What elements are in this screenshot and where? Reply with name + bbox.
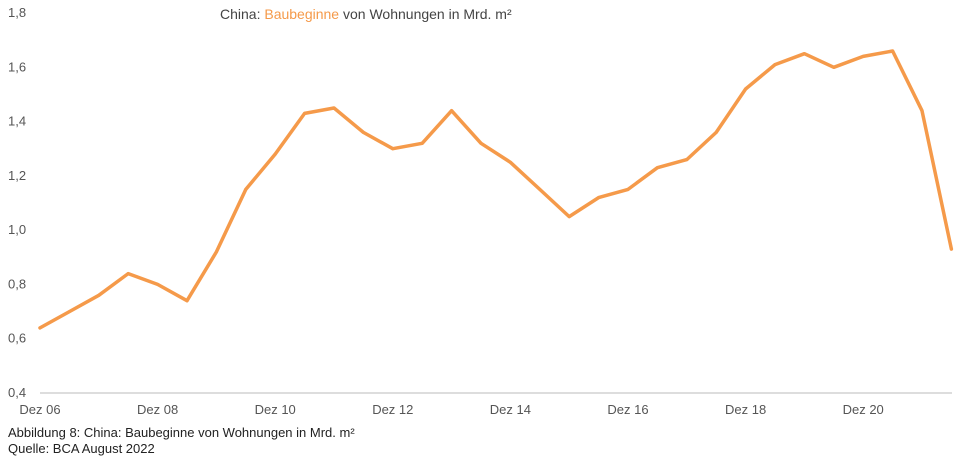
data-point <box>891 49 895 53</box>
data-point <box>244 187 248 191</box>
data-point <box>185 299 189 303</box>
y-tick-label: 1,6 <box>8 59 26 74</box>
data-point <box>126 272 130 276</box>
data-point <box>450 109 454 113</box>
data-point <box>773 63 777 67</box>
x-tick-label: Dez 20 <box>843 402 884 417</box>
data-point <box>361 130 365 134</box>
series-line <box>38 49 954 330</box>
chart-title: China: Baubeginne von Wohnungen in Mrd. … <box>220 6 512 22</box>
data-point <box>567 215 571 219</box>
data-point <box>420 141 424 145</box>
data-point <box>67 310 71 314</box>
x-tick-label: Dez 14 <box>490 402 531 417</box>
data-point <box>744 87 748 91</box>
data-point <box>685 158 689 162</box>
data-point <box>332 106 336 110</box>
x-tick-label: Dez 18 <box>725 402 766 417</box>
chart-title-highlight: Baubeginne <box>264 6 340 22</box>
x-tick-label: Dez 12 <box>372 402 413 417</box>
y-tick-label: 1,0 <box>8 222 26 237</box>
x-tick-label: Dez 10 <box>255 402 296 417</box>
data-point <box>861 54 865 58</box>
x-tick-label: Dez 16 <box>607 402 648 417</box>
data-point <box>156 282 160 286</box>
x-tick-label: Dez 06 <box>19 402 60 417</box>
data-point <box>538 187 542 191</box>
y-tick-label: 1,2 <box>8 168 26 183</box>
data-point <box>802 52 806 56</box>
series-group <box>38 49 954 330</box>
figure-caption: Abbildung 8: China: Baubeginne von Wohnu… <box>8 425 355 440</box>
data-point <box>391 147 395 151</box>
y-tick-label: 0,8 <box>8 276 26 291</box>
data-point <box>97 293 101 297</box>
data-point <box>832 65 836 69</box>
data-point <box>214 250 218 254</box>
source-note: Quelle: BCA August 2022 <box>8 441 155 456</box>
data-point <box>920 109 924 113</box>
chart-title-suffix: von Wohnungen in Mrd. m² <box>339 6 512 22</box>
y-tick-label: 1,8 <box>8 5 26 20</box>
y-tick-label: 0,6 <box>8 331 26 346</box>
data-point <box>714 130 718 134</box>
x-tick-label: Dez 08 <box>137 402 178 417</box>
y-tick-label: 1,4 <box>8 114 26 129</box>
y-axis-ticks: 0,4 0,6 0,8 1,0 1,2 1,4 1,6 1,8 <box>8 5 26 400</box>
data-point <box>508 160 512 164</box>
data-point <box>303 111 307 115</box>
data-point <box>949 247 953 251</box>
data-point <box>597 196 601 200</box>
x-axis-ticks: Dez 06 Dez 08 Dez 10 Dez 12 Dez 14 Dez 16 Dez … <box>19 402 883 417</box>
data-point <box>655 166 659 170</box>
data-point <box>273 152 277 156</box>
data-point <box>479 141 483 145</box>
chart-title-prefix: China: <box>220 6 265 22</box>
y-tick-label: 0,4 <box>8 385 26 400</box>
data-point <box>626 187 630 191</box>
data-point <box>38 326 42 330</box>
